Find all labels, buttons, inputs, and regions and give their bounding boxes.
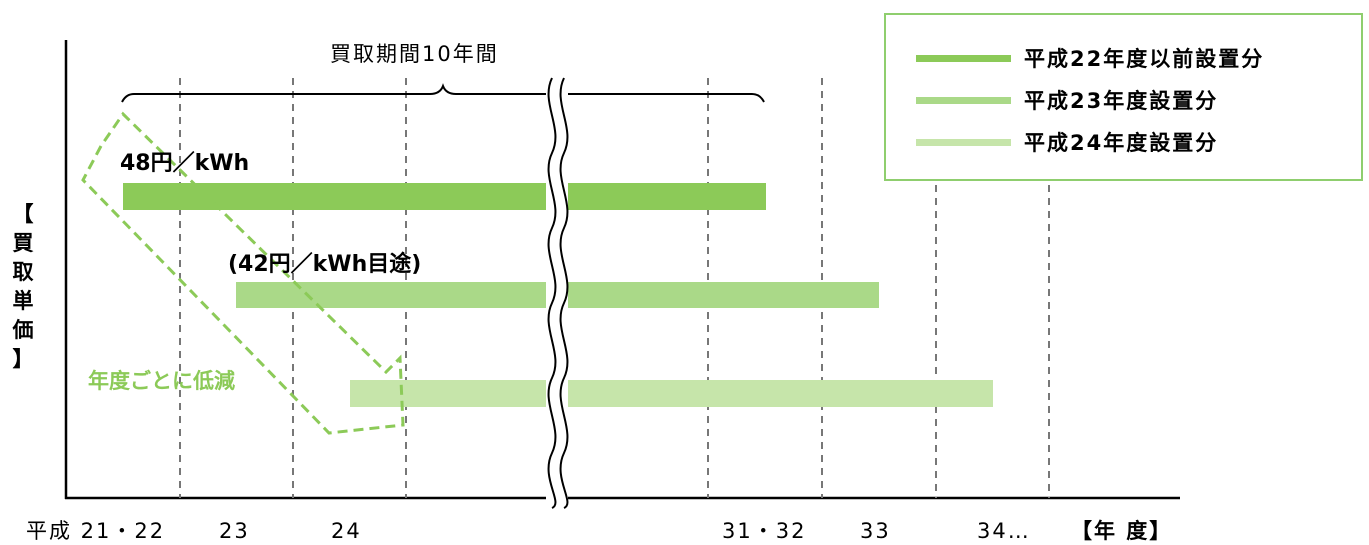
x-tick-h24: 24: [331, 519, 362, 543]
axis-break-symbol: [546, 77, 569, 509]
legend-label: 平成23年度設置分: [1024, 89, 1219, 113]
x-tick-h33: 33: [860, 519, 891, 543]
axis-break-line-right: [559, 77, 569, 509]
legend: 平成22年度以前設置分 平成23年度設置分 平成24年度設置分: [884, 13, 1363, 181]
tariff-bar-h22: [123, 183, 766, 210]
price-label-h23: (42円／kWh目途): [228, 252, 422, 277]
price-label-h22: 48円／kWh: [120, 151, 250, 176]
tariff-bar-h24: [350, 380, 993, 407]
x-tick-h34: 34…: [977, 519, 1031, 543]
x-axis-unit: 【年 度】: [1071, 519, 1173, 543]
legend-item-h22: 平成22年度以前設置分: [916, 43, 1264, 73]
decrease-annotation: 年度ごとに低減: [88, 369, 235, 393]
y-axis-label: 【買取単価】: [10, 200, 36, 374]
legend-swatch: [916, 96, 1011, 104]
legend-item-h23: 平成23年度設置分: [916, 85, 1218, 115]
legend-item-h24: 平成24年度設置分: [916, 127, 1218, 157]
x-tick-h23: 23: [219, 519, 250, 543]
legend-label: 平成22年度以前設置分: [1024, 47, 1265, 71]
legend-label: 平成24年度設置分: [1024, 131, 1219, 155]
arrow-outline: [81, 111, 405, 435]
axis-break-line-left: [547, 77, 557, 509]
axis-break-gap: [546, 78, 568, 504]
x-tick-h21-22: 平成 21・22: [26, 519, 166, 543]
decrease-arrow: [81, 111, 405, 435]
period-brace: [121, 83, 765, 103]
y-axis-label-text: 【買取単価】: [12, 202, 34, 371]
legend-swatch: [916, 138, 1011, 146]
period-brace-label: 買取期間10年間: [330, 42, 499, 66]
legend-swatch: [916, 54, 1011, 62]
x-tick-h31-32: 31・32: [722, 519, 807, 543]
